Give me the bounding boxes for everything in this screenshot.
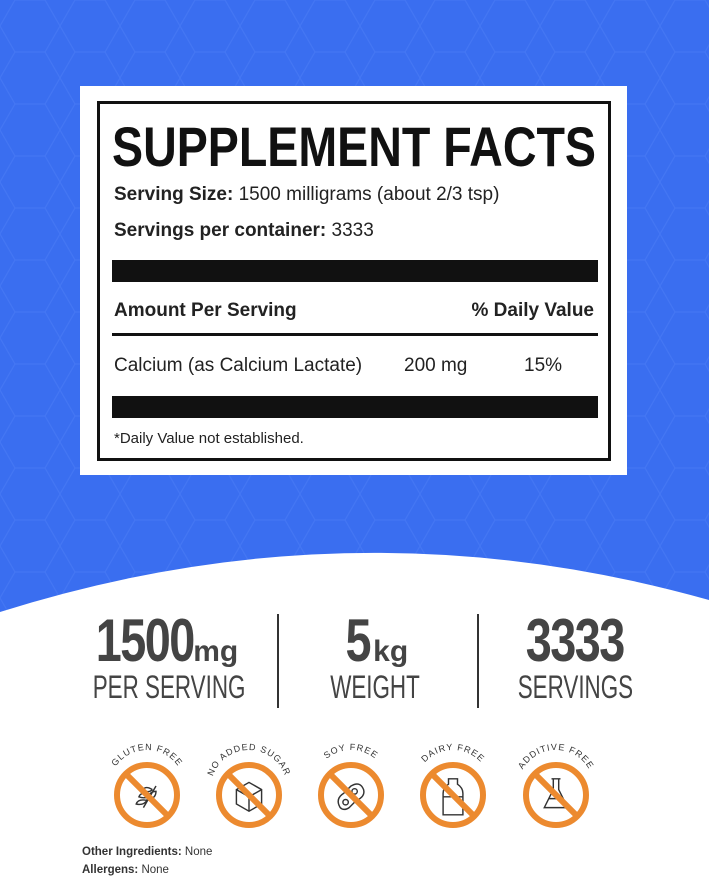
badge-label: SOY FREE <box>322 742 381 761</box>
nutrient-amount: 200 mg <box>404 355 468 376</box>
stat-weight: 5 kg WEIGHT <box>330 607 420 705</box>
prohibited-circle-icon <box>216 762 282 828</box>
other-ingredients: Other Ingredients: None <box>82 846 213 858</box>
divider-thick <box>112 260 598 282</box>
divider-thick <box>112 396 598 418</box>
servings-per-container: Servings per container: 3333 <box>114 220 374 241</box>
svg-text:SUPPLEMENT FACTS: SUPPLEMENT FACTS <box>112 115 596 174</box>
serving-size: Serving Size: 1500 milligrams (about 2/3… <box>114 184 500 205</box>
stat-per-serving: 1500mg PER SERVING <box>92 607 246 705</box>
nutrient-dv: 15% <box>524 355 563 376</box>
divider <box>477 614 479 708</box>
divider <box>112 333 598 336</box>
badge-label: NO ADDED SUGAR <box>205 742 292 777</box>
prohibited-circle-icon <box>318 762 384 828</box>
soybean-icon <box>337 783 365 811</box>
badge-dairy-free: DAIRY FREE <box>403 730 503 830</box>
prohibited-circle-icon <box>523 762 589 828</box>
badge-no-added-sugar: NO ADDED SUGAR <box>199 730 299 830</box>
badge-additive-free: ADDITIVE FREE <box>506 730 606 830</box>
badge-gluten-free: GLUTEN FREE <box>97 730 197 830</box>
allergens: Allergens: None <box>82 864 169 876</box>
nutrient-name: Calcium (as Calcium Lactate) <box>114 355 363 376</box>
footnote: *Daily Value not established. <box>114 430 304 447</box>
prohibited-circle-icon <box>420 762 486 828</box>
stat-servings: 3333 SERVINGS <box>517 607 633 705</box>
dv-header: % Daily Value <box>471 300 594 321</box>
supplement-facts-label: SUPPLEMENT FACTS Serving Size: 1500 mill… <box>80 86 627 475</box>
facts-title: SUPPLEMENT FACTS <box>112 115 596 174</box>
amount-header: Amount Per Serving <box>114 300 297 321</box>
badge-soy-free: SOY FREE <box>301 730 401 830</box>
prohibited-circle-icon <box>114 762 180 828</box>
divider <box>277 614 279 708</box>
badge-label: DAIRY FREE <box>419 742 487 764</box>
